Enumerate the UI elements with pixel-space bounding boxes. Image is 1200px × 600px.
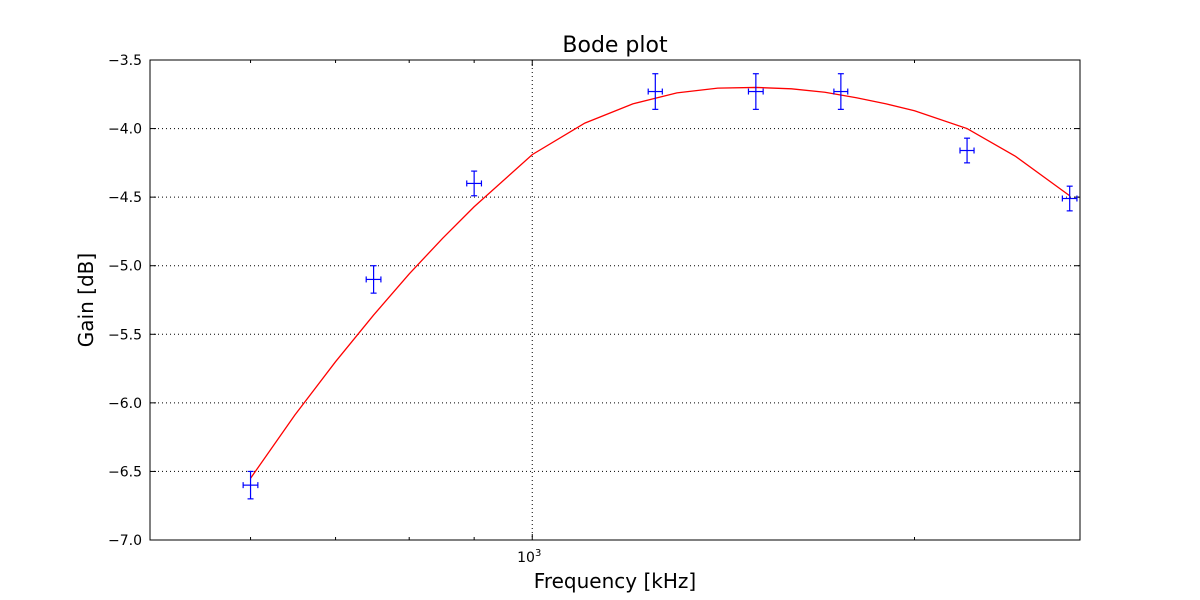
data-point xyxy=(959,137,975,164)
y-tick-labels: −7.0 −6.5 −6.0 −5.5 −5.0 −4.5 −4.0 −3.5 xyxy=(108,53,142,549)
y-axis-title: Gain [dB] xyxy=(74,253,98,347)
x-tick-labels: 103 xyxy=(517,548,541,566)
y-tick-label: −5.5 xyxy=(108,327,142,343)
major-ticks xyxy=(150,59,1080,541)
y-tick-label: −5.0 xyxy=(108,259,142,275)
grid xyxy=(150,59,1080,541)
data-point xyxy=(1061,185,1078,212)
minor-ticks xyxy=(250,60,916,540)
chart-title: Bode plot xyxy=(562,33,668,58)
y-tick-label: −6.5 xyxy=(108,464,142,480)
data-point xyxy=(647,73,663,110)
data-point xyxy=(466,170,483,197)
y-tick-label: −4.5 xyxy=(108,190,142,206)
plot-frame xyxy=(149,59,1081,541)
y-tick-label: −4.0 xyxy=(108,122,142,138)
y-tick-label: −6.0 xyxy=(108,396,142,412)
data-point xyxy=(242,470,259,500)
y-tick-label: −3.5 xyxy=(108,53,142,69)
x-tick-label: 103 xyxy=(517,548,541,566)
y-tick-label: −7.0 xyxy=(108,533,142,549)
fit-curve-layer xyxy=(250,86,1071,479)
data-point xyxy=(747,73,764,110)
data-points-layer xyxy=(242,73,1078,500)
data-point xyxy=(365,265,382,294)
fit-curve xyxy=(250,86,1071,479)
x-axis-title: Frequency [kHz] xyxy=(534,569,696,593)
data-point xyxy=(833,73,849,110)
